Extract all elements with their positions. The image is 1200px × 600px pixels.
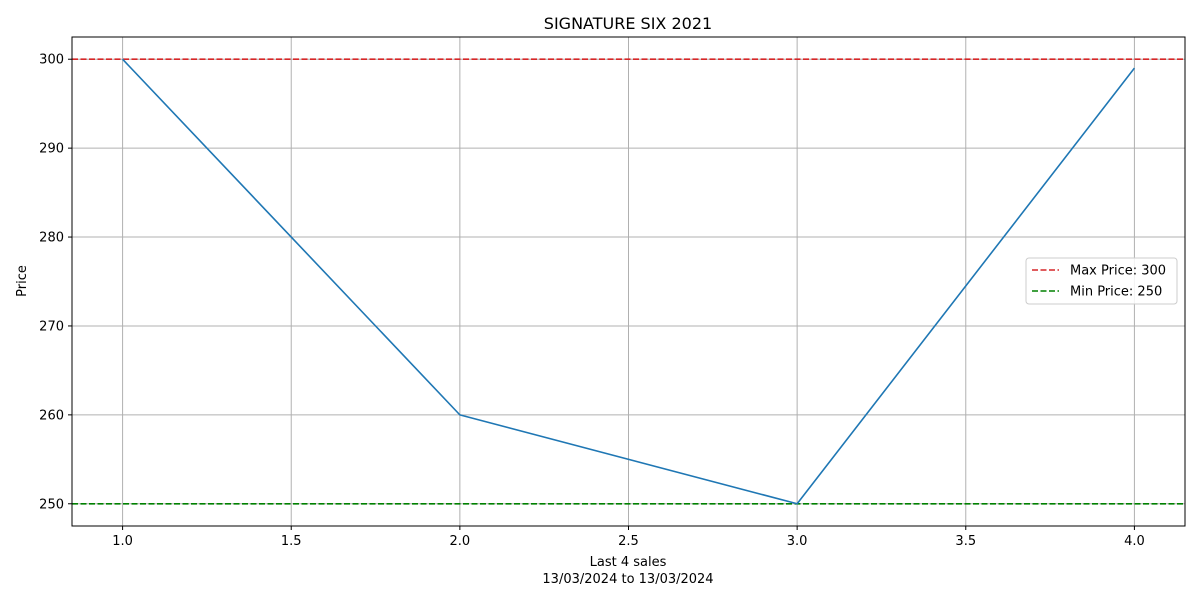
y-axis-ticks: 250 260 270 280 290 300 — [39, 53, 72, 512]
x-tick-label: 3.0 — [787, 534, 808, 549]
legend: Max Price: 300 Min Price: 250 — [1025, 257, 1178, 305]
y-tick-label: 250 — [39, 497, 64, 512]
legend-entry-label: Max Price: 300 — [1070, 264, 1166, 279]
chart-title: SIGNATURE SIX 2021 — [544, 14, 712, 33]
x-axis-label: Last 4 sales — [590, 555, 667, 570]
y-axis-label: Price — [15, 265, 30, 297]
y-tick-label: 260 — [39, 408, 64, 423]
y-tick-label: 290 — [39, 142, 64, 157]
x-tick-label: 2.5 — [618, 534, 639, 549]
data-series — [122, 58, 1136, 505]
x-tick-label: 3.5 — [955, 534, 976, 549]
legend-box — [1025, 257, 1178, 305]
legend-entry-label: Min Price: 250 — [1070, 285, 1162, 300]
x-axis-ticks: 1.0 1.5 2.0 2.5 3.0 3.5 4.0 — [112, 526, 1145, 549]
y-tick-label: 300 — [39, 53, 64, 68]
x-tick-label: 1.0 — [112, 534, 133, 549]
y-tick-label: 280 — [39, 231, 64, 246]
x-tick-label: 2.0 — [450, 534, 471, 549]
x-axis-sublabel: 13/03/2024 to 13/03/2024 — [542, 572, 713, 587]
x-tick-label: 4.0 — [1124, 534, 1145, 549]
y-tick-label: 270 — [39, 319, 64, 334]
reference-lines — [72, 58, 1185, 505]
x-tick-label: 1.5 — [281, 534, 302, 549]
price-series-line — [122, 58, 1136, 505]
